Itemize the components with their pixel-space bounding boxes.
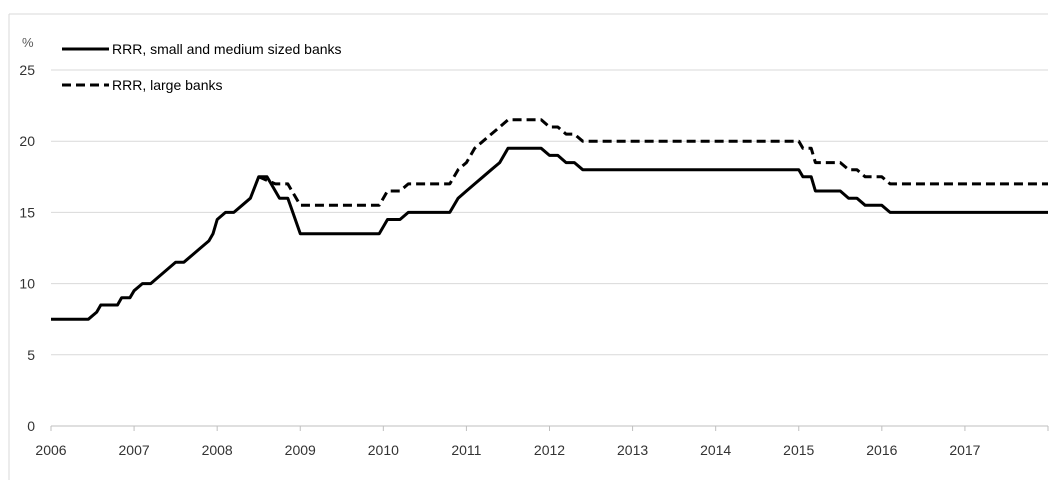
legend: RRR, small and medium sized banks RRR, la… — [62, 41, 342, 93]
x-axis-ticks: 2006 2007 2008 2009 2010 2011 2012 2013 2014 2015… — [35, 426, 1049, 458]
x-tick-label: 2017 — [949, 442, 980, 458]
series-line-large-banks — [258, 118, 1048, 207]
y-axis-unit-label: % — [22, 35, 34, 50]
y-tick-label: 20 — [19, 133, 35, 149]
x-tick-label: 2012 — [534, 442, 565, 458]
y-axis-ticks: 0 5 10 15 20 25 — [19, 62, 35, 434]
y-tick-label: 15 — [19, 204, 35, 220]
legend-label: RRR, large banks — [112, 77, 223, 93]
x-tick-label: 2014 — [700, 442, 731, 458]
y-tick-label: 25 — [19, 62, 35, 78]
y-tick-label: 0 — [27, 418, 35, 434]
x-tick-label: 2006 — [35, 442, 66, 458]
series-lines — [51, 118, 1048, 321]
x-tick-label: 2011 — [451, 442, 481, 458]
x-tick-label: 2015 — [783, 442, 814, 458]
x-tick-label: 2007 — [119, 442, 150, 458]
y-tick-label: 10 — [19, 276, 35, 292]
y-tick-label: 5 — [27, 347, 35, 363]
grid-lines — [51, 69, 1048, 427]
x-tick-label: 2013 — [617, 442, 648, 458]
x-tick-label: 2008 — [202, 442, 233, 458]
x-tick-label: 2016 — [866, 442, 897, 458]
x-tick-label: 2010 — [368, 442, 399, 458]
series-line-small-medium-banks — [51, 146, 1048, 321]
legend-label: RRR, small and medium sized banks — [112, 41, 342, 57]
x-tick-label: 2009 — [285, 442, 316, 458]
